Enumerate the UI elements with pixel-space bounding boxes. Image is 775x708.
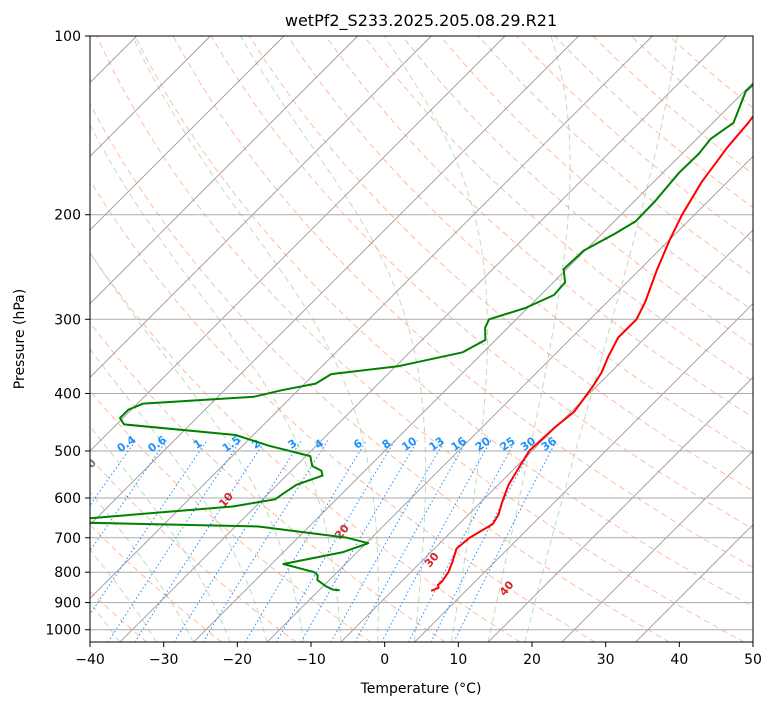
profile-series — [90, 83, 753, 592]
isobars — [90, 36, 753, 631]
chart-title: wetPf2_S233.2025.205.08.29.R21 — [285, 11, 557, 31]
mixing-ratio-line — [90, 440, 137, 507]
dry-adiabat — [90, 251, 521, 642]
dry-adiabat — [172, 36, 753, 569]
isotherm-line — [635, 524, 753, 642]
moist-adiabat — [90, 549, 157, 642]
dry-adiabat — [90, 590, 148, 642]
plot-frame — [89, 35, 754, 643]
moist-adiabat — [90, 252, 305, 642]
mixing-ratio-line — [275, 440, 396, 642]
mixing-ratio-line — [300, 440, 418, 642]
moist-adiabat-label: 0 — [84, 456, 99, 470]
moist-adiabat — [487, 36, 571, 642]
moist-adiabat — [90, 348, 268, 642]
isotherm-line — [90, 36, 653, 599]
x-tick-label: −30 — [149, 652, 179, 668]
y-tick-label: 700 — [54, 531, 81, 547]
x-tick-label: 10 — [449, 652, 467, 668]
mixing-ratio-line — [330, 440, 446, 642]
x-tick-label: −10 — [296, 652, 326, 668]
isotherm-line — [561, 450, 753, 642]
isotherm-line — [90, 36, 285, 231]
dry-adiabat — [90, 390, 372, 642]
dewpoint-profile-line — [90, 83, 753, 592]
x-tick-label: 40 — [670, 652, 688, 668]
x-tick-label: −40 — [75, 652, 105, 668]
isotherm-line — [487, 376, 753, 642]
isotherm-line — [90, 36, 211, 157]
isotherm-line — [193, 82, 753, 642]
x-tick-label: 20 — [523, 652, 541, 668]
isotherm-line — [414, 303, 753, 642]
isotherm-line — [90, 36, 506, 452]
dry-adiabats — [90, 36, 753, 642]
y-tick-label: 100 — [54, 29, 81, 45]
y-tick-label: 900 — [54, 596, 81, 612]
plot-area: 0.10.20.40.611.52346810131620253036-100-… — [84, 36, 753, 642]
temperature-profile-line — [430, 114, 753, 592]
dry-adiabat — [210, 36, 753, 530]
y-tick-label: 300 — [54, 312, 81, 328]
y-tick-label: 500 — [54, 444, 81, 460]
dry-adiabat — [90, 321, 446, 642]
y-axis: 100 200 300 400 500 600 700 800 900 1000 — [45, 29, 90, 639]
dry-adiabat — [134, 36, 753, 608]
dry-adiabat — [90, 179, 596, 642]
y-tick-label: 400 — [54, 386, 81, 402]
y-axis-title: Pressure (hPa) — [12, 289, 28, 389]
x-tick-label: 0 — [380, 652, 389, 668]
isotherm-line — [119, 36, 727, 642]
isotherms — [90, 36, 753, 642]
moist-adiabat — [90, 123, 342, 642]
moist-adiabats — [90, 36, 678, 642]
mixing-ratio-line — [90, 440, 168, 552]
mixing-ratio-line — [134, 440, 266, 642]
dry-adiabat — [96, 36, 745, 642]
mixing-ratio-line — [107, 440, 242, 642]
x-axis-title: Temperature (°C) — [360, 681, 482, 697]
dry-adiabat — [401, 36, 753, 347]
mixing-ratio-lines — [90, 440, 557, 642]
moist-adiabat — [132, 36, 379, 642]
dry-adiabat — [90, 102, 671, 642]
mixing-ratio-line — [244, 440, 367, 642]
x-axis: −40 −30 −20 −10 0 10 20 30 40 50 — [75, 642, 762, 668]
dry-adiabat — [325, 36, 753, 418]
x-tick-label: −20 — [223, 652, 253, 668]
mixing-ratio-line — [381, 440, 492, 642]
mixing-ratio-line — [202, 440, 329, 642]
dry-adiabat — [439, 36, 753, 311]
y-tick-label: 1000 — [45, 623, 81, 639]
dry-adiabat — [248, 36, 753, 492]
y-tick-label: 200 — [54, 208, 81, 224]
mixing-ratio-line — [173, 440, 302, 642]
isotherm-line — [340, 229, 753, 642]
y-tick-label: 600 — [54, 491, 81, 507]
isotherm-line — [90, 36, 358, 305]
moist-adiabat — [240, 36, 427, 642]
mixing-ratio-line — [354, 440, 468, 642]
x-tick-label: 50 — [744, 652, 762, 668]
isotherm-line — [90, 36, 432, 378]
moist-adiabat — [524, 36, 678, 642]
moist-adiabat — [384, 36, 488, 642]
moist-adiabat — [90, 425, 231, 642]
x-tick-label: 30 — [597, 652, 615, 668]
isotherm-line — [90, 36, 579, 526]
dry-adiabat — [363, 36, 753, 382]
y-tick-label: 800 — [54, 565, 81, 581]
isotherm-line — [266, 155, 753, 642]
